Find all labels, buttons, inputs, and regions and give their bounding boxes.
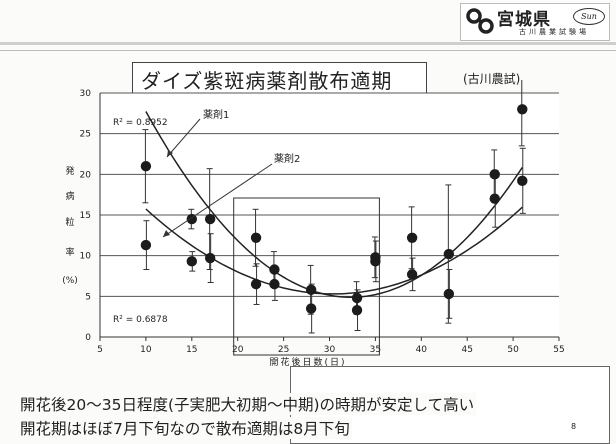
data-point [269,264,280,275]
x-tick-label: 20 [232,345,244,355]
y-axis-label: (%) [62,276,78,286]
data-point [406,232,418,243]
data-point [204,213,216,225]
data-point [250,278,262,290]
y-tick-label: 15 [80,211,91,221]
page-title: ダイズ紫斑病薬剤散布適期 [141,69,393,93]
x-tick-label: 25 [278,345,289,355]
logo-oval-mark: Sun [573,8,605,25]
r-squared-annotation: R² = 0.6878 [113,315,168,325]
series-arrowhead [167,150,173,157]
series-label: 薬剤1 [203,108,229,121]
title-box: ダイズ紫斑病薬剤散布適期 [132,62,427,95]
y-tick-label: 10 [80,252,92,262]
x-axis-label: 開花後日数(日) [269,356,346,368]
header-rule-thin [0,50,616,51]
x-tick-label: 35 [370,345,381,355]
data-point [204,252,216,264]
data-point [269,278,280,290]
data-point [250,232,262,243]
series-arrowhead [163,230,170,237]
optimal-period-box [233,197,380,356]
x-tick-label: 15 [186,345,197,355]
prefecture-mark-icon [466,8,494,34]
summary-line-2: 開花期はほぼ7月下旬なので散布適期は8月下旬 [20,417,352,439]
data-point [517,104,528,115]
r-squared-annotation: R² = 0.8952 [113,118,168,128]
y-axis-label: 病 [65,190,74,202]
header-rule [0,42,616,45]
series-label: 薬剤2 [274,152,300,165]
data-point [443,288,455,300]
data-point [443,248,455,260]
y-axis-label: 率 [65,246,74,258]
data-point [370,256,381,267]
y-tick-label: 20 [80,170,92,180]
trend-line [145,111,523,298]
logo: 宮城県 Sun 古川農業試験場 [460,3,610,41]
x-tick-label: 40 [416,345,428,355]
x-tick-label: 55 [553,345,564,355]
data-point [186,256,197,267]
data-point [351,304,363,316]
y-axis-label: 発 [65,165,74,177]
series-arrow [162,163,273,238]
x-tick-label: 45 [461,345,472,355]
data-point [489,169,500,180]
logo-subtitle: 古川農業試験場 [519,28,589,36]
x-tick-label: 50 [507,345,519,355]
logo-org: 宮城県 [497,10,551,30]
y-tick-label: 5 [85,292,91,302]
y-tick-label: 25 [80,130,91,140]
page-number: 8 [571,422,577,431]
y-tick-label: 0 [85,333,91,343]
data-point [351,292,363,304]
y-tick-label: 30 [80,89,92,99]
data-point [140,161,152,172]
data-point [305,303,317,314]
source-label: (古川農試) [463,72,521,86]
series-arrow [166,118,201,158]
y-axis-label: 粒 [65,216,74,228]
data-point [489,193,500,204]
x-tick-label: 5 [97,345,103,355]
data-point [406,269,418,280]
data-point [140,239,152,251]
data-point [517,175,528,187]
x-tick-label: 30 [324,345,336,355]
x-tick-label: 10 [140,345,152,355]
summary-line-1: 開花後20～35日程度(子実肥大初期～中期)の時期が安定して高い [20,393,477,415]
data-point [305,284,317,296]
